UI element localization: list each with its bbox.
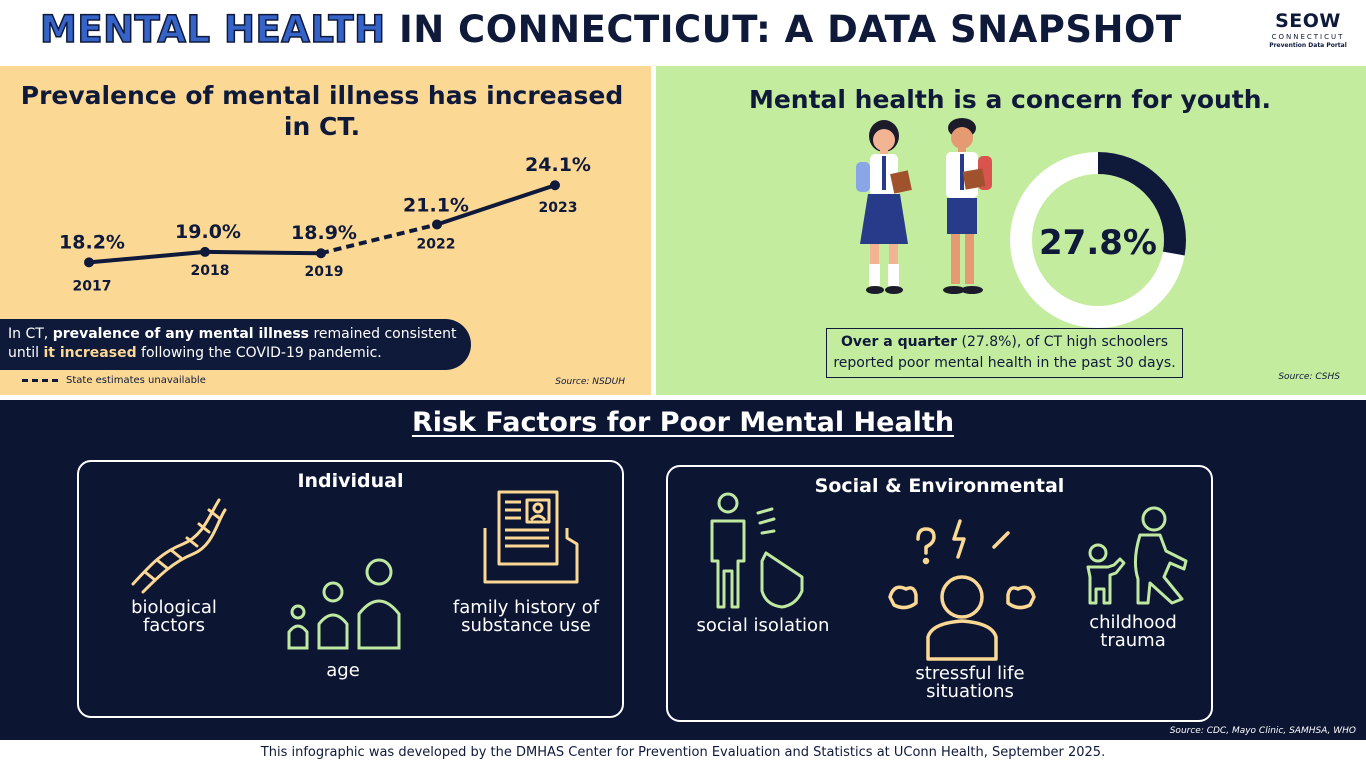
x-tick-label: 2017 [73, 278, 112, 294]
title-rest: IN CONNECTICUT: A DATA SNAPSHOT [385, 8, 1182, 51]
logo-sub: CONNECTICUT [1271, 33, 1345, 41]
prevalence-panel: Prevalence of mental illness has increas… [0, 66, 651, 395]
source-risk: Source: CDC, Mayo Clinic, SAMHSA, WHO [1169, 726, 1356, 736]
youth-box-rest: (27.8%), of CT high schoolers reported p… [833, 334, 1176, 371]
prevalence-title: Prevalence of mental illness has increas… [20, 81, 624, 141]
data-point [84, 257, 94, 268]
series-line-segment [204, 249, 322, 256]
youth-box-bold: Over a quarter [840, 334, 958, 350]
risk-panel: Risk Factors for Poor Mental Health Indi… [0, 400, 1366, 740]
series-line-segment [320, 222, 438, 256]
source-nsduh: Source: NSDUH [555, 377, 625, 387]
x-tick-label: 2019 [305, 264, 344, 280]
youth-stat-box: Over a quarter (27.8%), of CT high schoo… [826, 328, 1183, 378]
social-environmental-box: Social & Environmental social isolation [666, 465, 1213, 722]
data-point [432, 219, 442, 230]
data-label: 18.2% [59, 231, 125, 253]
page-title: MENTAL HEALTH IN CONNECTICUT: A DATA SNA… [39, 7, 1182, 52]
student-girl-icon [856, 120, 912, 294]
data-label: 24.1% [525, 154, 591, 176]
callout-bold: prevalence of any mental illness [52, 326, 309, 342]
series-line-segment [436, 183, 556, 227]
student-boy-icon [943, 118, 992, 294]
label-childhood-trauma: childhood trauma [1089, 612, 1177, 651]
social-isolation-icon [710, 492, 804, 609]
data-point [316, 248, 326, 259]
x-tick-label: 2018 [191, 263, 230, 279]
label-family-history: family history of substance use [452, 597, 600, 636]
series-line-segment [88, 249, 206, 265]
youth-donut-chart: 27.8% [1010, 152, 1186, 328]
chart-legend: State estimates unavailable [22, 375, 206, 386]
stressed-person-icon [888, 519, 1036, 661]
dashed-line-icon [22, 379, 58, 382]
youth-panel: Mental health is a concern for youth. [656, 66, 1366, 395]
social-title: Social & Environmental [814, 475, 1065, 497]
x-tick-label: 2023 [539, 200, 578, 216]
data-label: 18.9% [291, 222, 357, 244]
data-point [200, 246, 210, 257]
callout-mid: remained consistent until [8, 326, 457, 361]
risk-title: Risk Factors for Poor Mental Health [411, 407, 955, 438]
prevalence-callout: In CT, prevalence of any mental illness … [0, 319, 471, 370]
title-highlight: MENTAL HEALTH [39, 7, 386, 52]
data-label: 21.1% [403, 194, 469, 216]
individual-title: Individual [297, 470, 404, 492]
donut-arc [1010, 152, 1186, 328]
data-label: 19.0% [175, 221, 241, 243]
x-tick-label: 2022 [417, 236, 456, 252]
childhood-trauma-icon [1086, 506, 1188, 605]
youth-title: Mental health is a concern for youth. [748, 85, 1272, 114]
header: MENTAL HEALTH IN CONNECTICUT: A DATA SNA… [0, 0, 1366, 66]
label-age: age [326, 660, 360, 681]
dna-icon [131, 498, 227, 594]
callout-suffix: following the COVID-19 pandemic. [136, 345, 382, 361]
source-cshs: Source: CSHS [1278, 372, 1340, 382]
legend-label: State estimates unavailable [66, 375, 206, 386]
folder-document-icon [483, 490, 579, 584]
logo-main: SEOW [1275, 10, 1341, 32]
seow-logo: SEOW CONNECTICUT Prevention Data Portal [1266, 10, 1350, 49]
callout-highlight: it increased [43, 345, 137, 361]
individual-box: Individual biological factors [77, 460, 624, 718]
prevalence-line-chart: 18.2% 2017 19.0% 2018 18.9% 2019 21.1% 2022 24.1… [59, 154, 591, 294]
footer-credit: This infographic was developed by the DM… [260, 745, 1106, 760]
label-social-isolation: social isolation [696, 615, 830, 636]
callout-prefix: In CT, [8, 326, 53, 342]
data-point [550, 180, 560, 191]
logo-caption: Prevention Data Portal [1269, 42, 1347, 49]
students-illustration [856, 118, 992, 294]
label-stressful: stressful life situations [915, 663, 1025, 702]
age-icon [287, 558, 401, 650]
donut-value: 27.8% [1039, 223, 1157, 263]
label-biological: biological factors [131, 597, 217, 636]
